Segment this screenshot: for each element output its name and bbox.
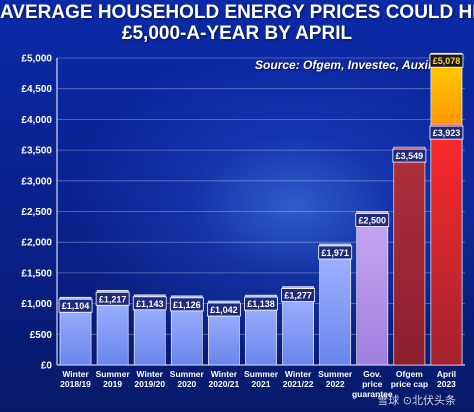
data-label-box (392, 148, 427, 163)
x-tick-label: Winter (285, 369, 312, 379)
x-tick-label: 2020/21 (209, 379, 240, 389)
bar (393, 146, 426, 366)
data-label-box (58, 298, 93, 313)
x-tick-label: 2020 (177, 379, 196, 389)
bar (430, 123, 463, 366)
data-label: £1,138 (247, 299, 275, 309)
data-label: £1,042 (210, 305, 238, 315)
x-tick-label: April (437, 369, 456, 379)
x-tick-label: 2023 (437, 379, 456, 389)
x-tick-label: 2021 (252, 379, 271, 389)
x-tick-label: price (362, 379, 383, 389)
data-label-box-upper (429, 53, 464, 68)
data-label-upper: £5,078 (433, 56, 461, 66)
x-tick-label: Summer (318, 369, 353, 379)
x-tick-label: Ofgem (396, 369, 423, 379)
y-tick-label: £1,000 (21, 299, 52, 310)
source-note: Source: Ofgem, Investec, Auxilione (255, 58, 456, 72)
chart-title: AVERAGE HOUSEHOLD ENERGY PRICES COULD HI… (0, 2, 474, 44)
data-label: £1,277 (284, 291, 312, 301)
data-label: £2,500 (359, 216, 387, 226)
data-label: £3,923 (433, 128, 461, 138)
chart-title-line-2: £5,000-A-YEAR BY APRIL (121, 23, 353, 44)
x-tick-label: Winter (62, 369, 89, 379)
x-tick-label: Winter (137, 369, 164, 379)
x-tick-label: Winter (211, 369, 238, 379)
x-tick-label: Summer (244, 369, 279, 379)
data-label-box (244, 296, 278, 311)
y-tick-label: £0 (41, 361, 53, 372)
x-tick-label: 2021/22 (283, 379, 314, 389)
x-tick-label: 2022 (326, 379, 345, 389)
x-tick-label: 2018/19 (60, 379, 91, 389)
data-label-box (132, 296, 167, 311)
y-tick-label: £2,000 (21, 238, 52, 249)
data-label-box (318, 245, 353, 260)
data-label-box (169, 297, 204, 312)
y-tick-label: £5,000 (21, 54, 52, 65)
data-label: £1,104 (62, 301, 90, 311)
bar (319, 243, 352, 366)
x-tick-label: guarantee (352, 389, 393, 399)
y-tick-label: £3,500 (21, 146, 52, 157)
y-tick-label: £2,500 (21, 207, 52, 218)
x-tick-label: Summer (96, 369, 131, 379)
y-tick-label: £1,500 (21, 268, 52, 279)
bar (356, 211, 389, 366)
x-tick-label: price cap (391, 379, 428, 389)
data-label: £1,126 (173, 300, 201, 310)
y-tick-label: £500 (30, 330, 53, 341)
x-tick-label: Summer (170, 369, 205, 379)
data-label-box (207, 302, 241, 317)
data-label-box (281, 288, 315, 302)
y-tick-label: £3,000 (21, 176, 52, 187)
watermark: 雪球 ⊙北伏头条 (377, 394, 456, 407)
data-label: £1,971 (321, 248, 349, 258)
data-label: £3,549 (396, 151, 424, 161)
x-tick-label: Gov. (363, 369, 381, 379)
x-tick-label: 2019/20 (134, 379, 165, 389)
chart-title-line-1: AVERAGE HOUSEHOLD ENERGY PRICES COULD HI… (0, 2, 474, 23)
data-label-box (95, 291, 130, 306)
x-tick-label: 2019 (103, 379, 122, 389)
data-label-box (355, 213, 390, 227)
y-tick-label: £4,000 (21, 115, 52, 126)
data-label: £1,217 (99, 294, 127, 304)
data-label: £1,143 (136, 299, 164, 309)
data-label-box (429, 125, 464, 140)
y-tick-label: £4,500 (21, 84, 52, 95)
